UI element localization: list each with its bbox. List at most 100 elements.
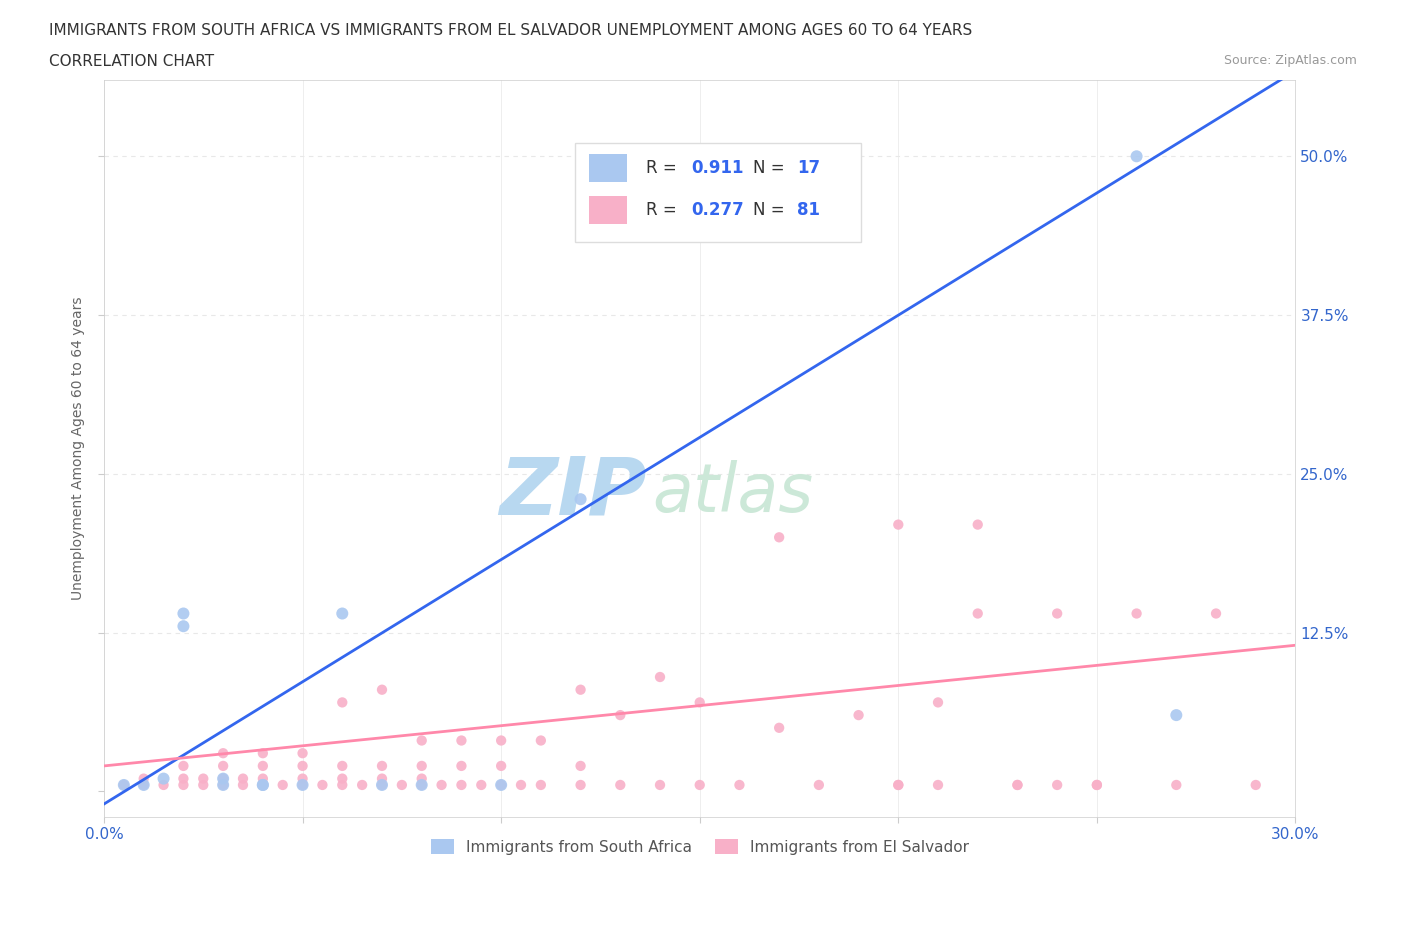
Point [212,777,235,792]
Point [887,777,910,792]
Text: CORRELATION CHART: CORRELATION CHART [49,54,214,69]
Point [212,771,235,786]
Point [172,618,194,633]
Point [411,777,433,792]
Point [291,771,314,786]
Text: IMMIGRANTS FROM SOUTH AFRICA VS IMMIGRANTS FROM EL SALVADOR UNEMPLOYMENT AMONG A: IMMIGRANTS FROM SOUTH AFRICA VS IMMIGRAN… [49,23,973,38]
Point [172,771,194,786]
Point [689,695,711,710]
Point [212,777,235,792]
Point [232,777,254,792]
Point [450,733,472,748]
Point [212,759,235,774]
Point [172,759,194,774]
Point [1125,606,1147,621]
Point [112,777,135,792]
Point [252,759,274,774]
Point [966,517,988,532]
Point [569,492,592,507]
Point [252,771,274,786]
Point [887,777,910,792]
Point [768,530,790,545]
Point [112,777,135,792]
Point [768,721,790,736]
Point [430,777,453,792]
Point [330,606,353,621]
Point [470,777,492,792]
Point [1046,777,1069,792]
Text: 17: 17 [797,159,821,178]
Point [252,777,274,792]
Point [609,708,631,723]
Point [291,777,314,792]
Point [1166,708,1188,723]
Point [609,777,631,792]
Point [371,683,394,698]
Point [212,746,235,761]
Text: R =: R = [647,159,682,178]
Text: 81: 81 [797,202,821,219]
Point [927,777,949,792]
FancyBboxPatch shape [589,196,627,224]
Text: 0.277: 0.277 [692,202,744,219]
Legend: Immigrants from South Africa, Immigrants from El Salvador: Immigrants from South Africa, Immigrants… [425,833,974,860]
Point [330,771,353,786]
Point [330,777,353,792]
Point [411,759,433,774]
Point [450,759,472,774]
Point [569,759,592,774]
Point [1007,777,1029,792]
Point [172,777,194,792]
Point [411,733,433,748]
Point [391,777,413,792]
Point [132,777,155,792]
Point [330,759,353,774]
Point [489,777,512,792]
Text: 0.911: 0.911 [692,159,744,178]
Point [193,777,215,792]
Point [1244,777,1267,792]
Point [371,771,394,786]
Point [252,777,274,792]
Point [689,777,711,792]
Text: N =: N = [754,159,790,178]
Point [291,759,314,774]
Point [966,606,988,621]
Point [569,683,592,698]
Point [271,777,294,792]
Point [411,771,433,786]
Point [807,777,830,792]
Point [232,771,254,786]
FancyBboxPatch shape [575,142,860,242]
Point [648,670,671,684]
Point [152,777,174,792]
Point [1166,777,1188,792]
Point [311,777,333,792]
Point [291,746,314,761]
Text: N =: N = [754,202,790,219]
Point [489,759,512,774]
FancyBboxPatch shape [589,154,627,182]
Text: ZIP: ZIP [499,454,647,532]
Point [450,777,472,792]
Text: atlas: atlas [652,459,813,525]
Point [648,777,671,792]
Point [252,746,274,761]
Point [212,771,235,786]
Point [152,771,174,786]
Point [1125,149,1147,164]
Point [489,733,512,748]
Point [371,777,394,792]
Point [530,777,553,792]
Point [1205,606,1227,621]
Point [489,777,512,792]
Point [1046,606,1069,621]
Point [193,771,215,786]
Point [530,733,553,748]
Point [132,771,155,786]
Point [371,759,394,774]
Text: R =: R = [647,202,682,219]
Point [411,777,433,792]
Point [848,708,870,723]
Point [252,777,274,792]
